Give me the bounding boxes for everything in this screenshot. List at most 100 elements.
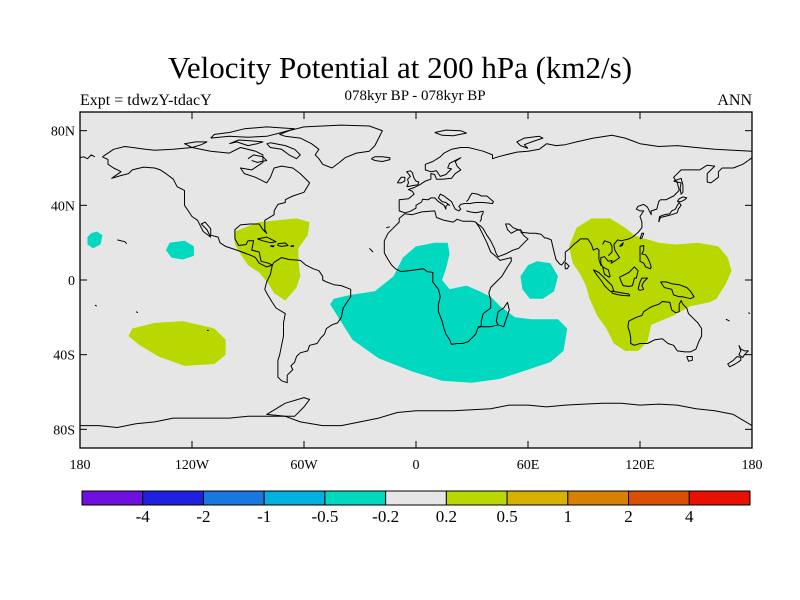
coastline-segment — [368, 247, 374, 253]
colorbar-swatch — [142, 490, 204, 506]
coastline-segment — [676, 196, 688, 203]
coastline-segment — [477, 301, 510, 328]
colorbar-label: -1 — [257, 507, 271, 526]
coastline-segment — [464, 192, 494, 204]
colorbar-swatch — [385, 490, 447, 506]
coastline-segment — [602, 240, 613, 257]
colorbar-label: 4 — [685, 507, 694, 526]
colorbar-label: 1 — [564, 507, 573, 526]
plot-subtitle: 078kyr BP - 078kyr BP — [344, 88, 486, 104]
contour-region-green-caribbean-sa — [234, 218, 310, 301]
colorbar: -4 -2 -1 -0.5 -0.2 0.2 0.5 1 2 4 — [81, 490, 751, 526]
colorbar-swatch — [688, 490, 751, 506]
coastline-segment — [727, 356, 742, 368]
lat-tick-label: 0 — [68, 274, 75, 289]
map-axes: 80N 40N 0 40S 80S 180 120W 60W 0 60E 120E 180 — [51, 112, 763, 473]
coastline-segment — [738, 345, 749, 358]
map-panel — [79, 111, 753, 449]
contour-region-cyan-indian-ocean — [520, 261, 558, 299]
colorbar-label: -0.2 — [372, 507, 399, 526]
contour-region-green-south-pacific — [128, 321, 226, 366]
coastline-segment — [660, 281, 695, 300]
coastline-segment — [398, 134, 752, 210]
contour-region-cyan-east-pacific — [165, 240, 194, 260]
colorbar-swatch — [445, 490, 508, 506]
coastline-segment — [479, 212, 484, 222]
coastline-segment — [466, 210, 484, 214]
coastline-segment — [639, 232, 645, 240]
coastline-segment — [247, 154, 268, 163]
colorbar-label: -0.5 — [311, 507, 338, 526]
coastline-segment — [475, 221, 529, 258]
coastline-segment — [406, 170, 420, 188]
coastline-segment — [639, 245, 652, 270]
colorbar-label: 2 — [624, 507, 633, 526]
lon-tick-label: 0 — [413, 458, 420, 473]
contour-region-green-maritime-continent — [569, 218, 732, 351]
coastline-segment — [370, 156, 391, 162]
coastline-segment — [80, 154, 96, 160]
colorbar-label: -4 — [136, 507, 151, 526]
coastline-segment — [725, 318, 730, 322]
lon-tick-label: 120E — [625, 458, 655, 473]
coastline-segment — [748, 312, 751, 315]
coastline-segment — [564, 261, 570, 270]
coastline-segment — [673, 177, 684, 195]
coastline-segment — [257, 236, 277, 244]
colorbar-label: -2 — [196, 507, 210, 526]
contour-region-cyan-central-pacific-north — [87, 231, 103, 249]
colorbar-label: 0.5 — [496, 507, 517, 526]
lon-tick-label: 60W — [290, 458, 318, 473]
coastline-segment — [266, 402, 752, 427]
colorbar-swatch — [263, 490, 326, 506]
coastline-segment — [505, 157, 752, 278]
coastline-segment — [80, 397, 311, 428]
experiment-label: Expt = tdwzY-tdacY — [80, 92, 212, 109]
coastline-segment — [619, 266, 639, 287]
lon-tick-label: 120W — [175, 458, 210, 473]
coastline-segment — [658, 202, 682, 223]
contour-region-cyan-atlantic-africa — [330, 242, 568, 383]
coastline-segment — [398, 193, 465, 214]
colorbar-swatch — [567, 490, 630, 506]
season-label: ANN — [717, 92, 752, 109]
coastline-segment — [619, 242, 624, 247]
coastline-segment — [637, 277, 648, 291]
coastline-segment — [385, 226, 391, 229]
coastline-segment — [686, 356, 693, 362]
coastline-segment — [611, 290, 631, 297]
lon-tick-label: 60E — [517, 458, 540, 473]
colorbar-swatch — [506, 490, 569, 506]
coastline-segment — [264, 257, 352, 384]
coastline-segment — [229, 139, 264, 147]
coastline-segment — [210, 126, 296, 139]
lon-tick-label: 180 — [70, 458, 91, 473]
lon-tick-label: 180 — [742, 458, 763, 473]
coastline-segment — [135, 311, 139, 314]
lat-tick-label: 80S — [53, 423, 75, 438]
coastline-segment — [184, 141, 208, 148]
coastline-segment — [290, 245, 295, 247]
coastline-segment — [396, 176, 406, 184]
colorbar-swatch — [628, 490, 690, 506]
coastline-segment — [277, 242, 289, 247]
colorbar-swatch — [324, 490, 387, 506]
lat-tick-label: 40S — [53, 349, 75, 364]
coastline-segment — [94, 304, 98, 307]
coastline-segment — [279, 124, 383, 169]
coastline-segment — [627, 300, 703, 353]
coastline-segment — [383, 210, 512, 345]
coastline-segment — [117, 239, 128, 244]
plot-title: Velocity Potential at 200 hPa (km2/s) — [167, 50, 633, 85]
colorbar-swatch — [81, 490, 144, 506]
lat-tick-label: 40N — [51, 199, 75, 214]
colorbar-swatch — [202, 490, 265, 506]
coastline-segment — [102, 146, 311, 268]
lat-tick-label: 80N — [51, 125, 75, 140]
coastline-segment — [516, 135, 544, 149]
coastline-segment — [434, 129, 467, 137]
coastline-segment — [266, 142, 301, 160]
colorbar-label: 0.2 — [436, 507, 457, 526]
coastline-segment — [270, 245, 275, 248]
